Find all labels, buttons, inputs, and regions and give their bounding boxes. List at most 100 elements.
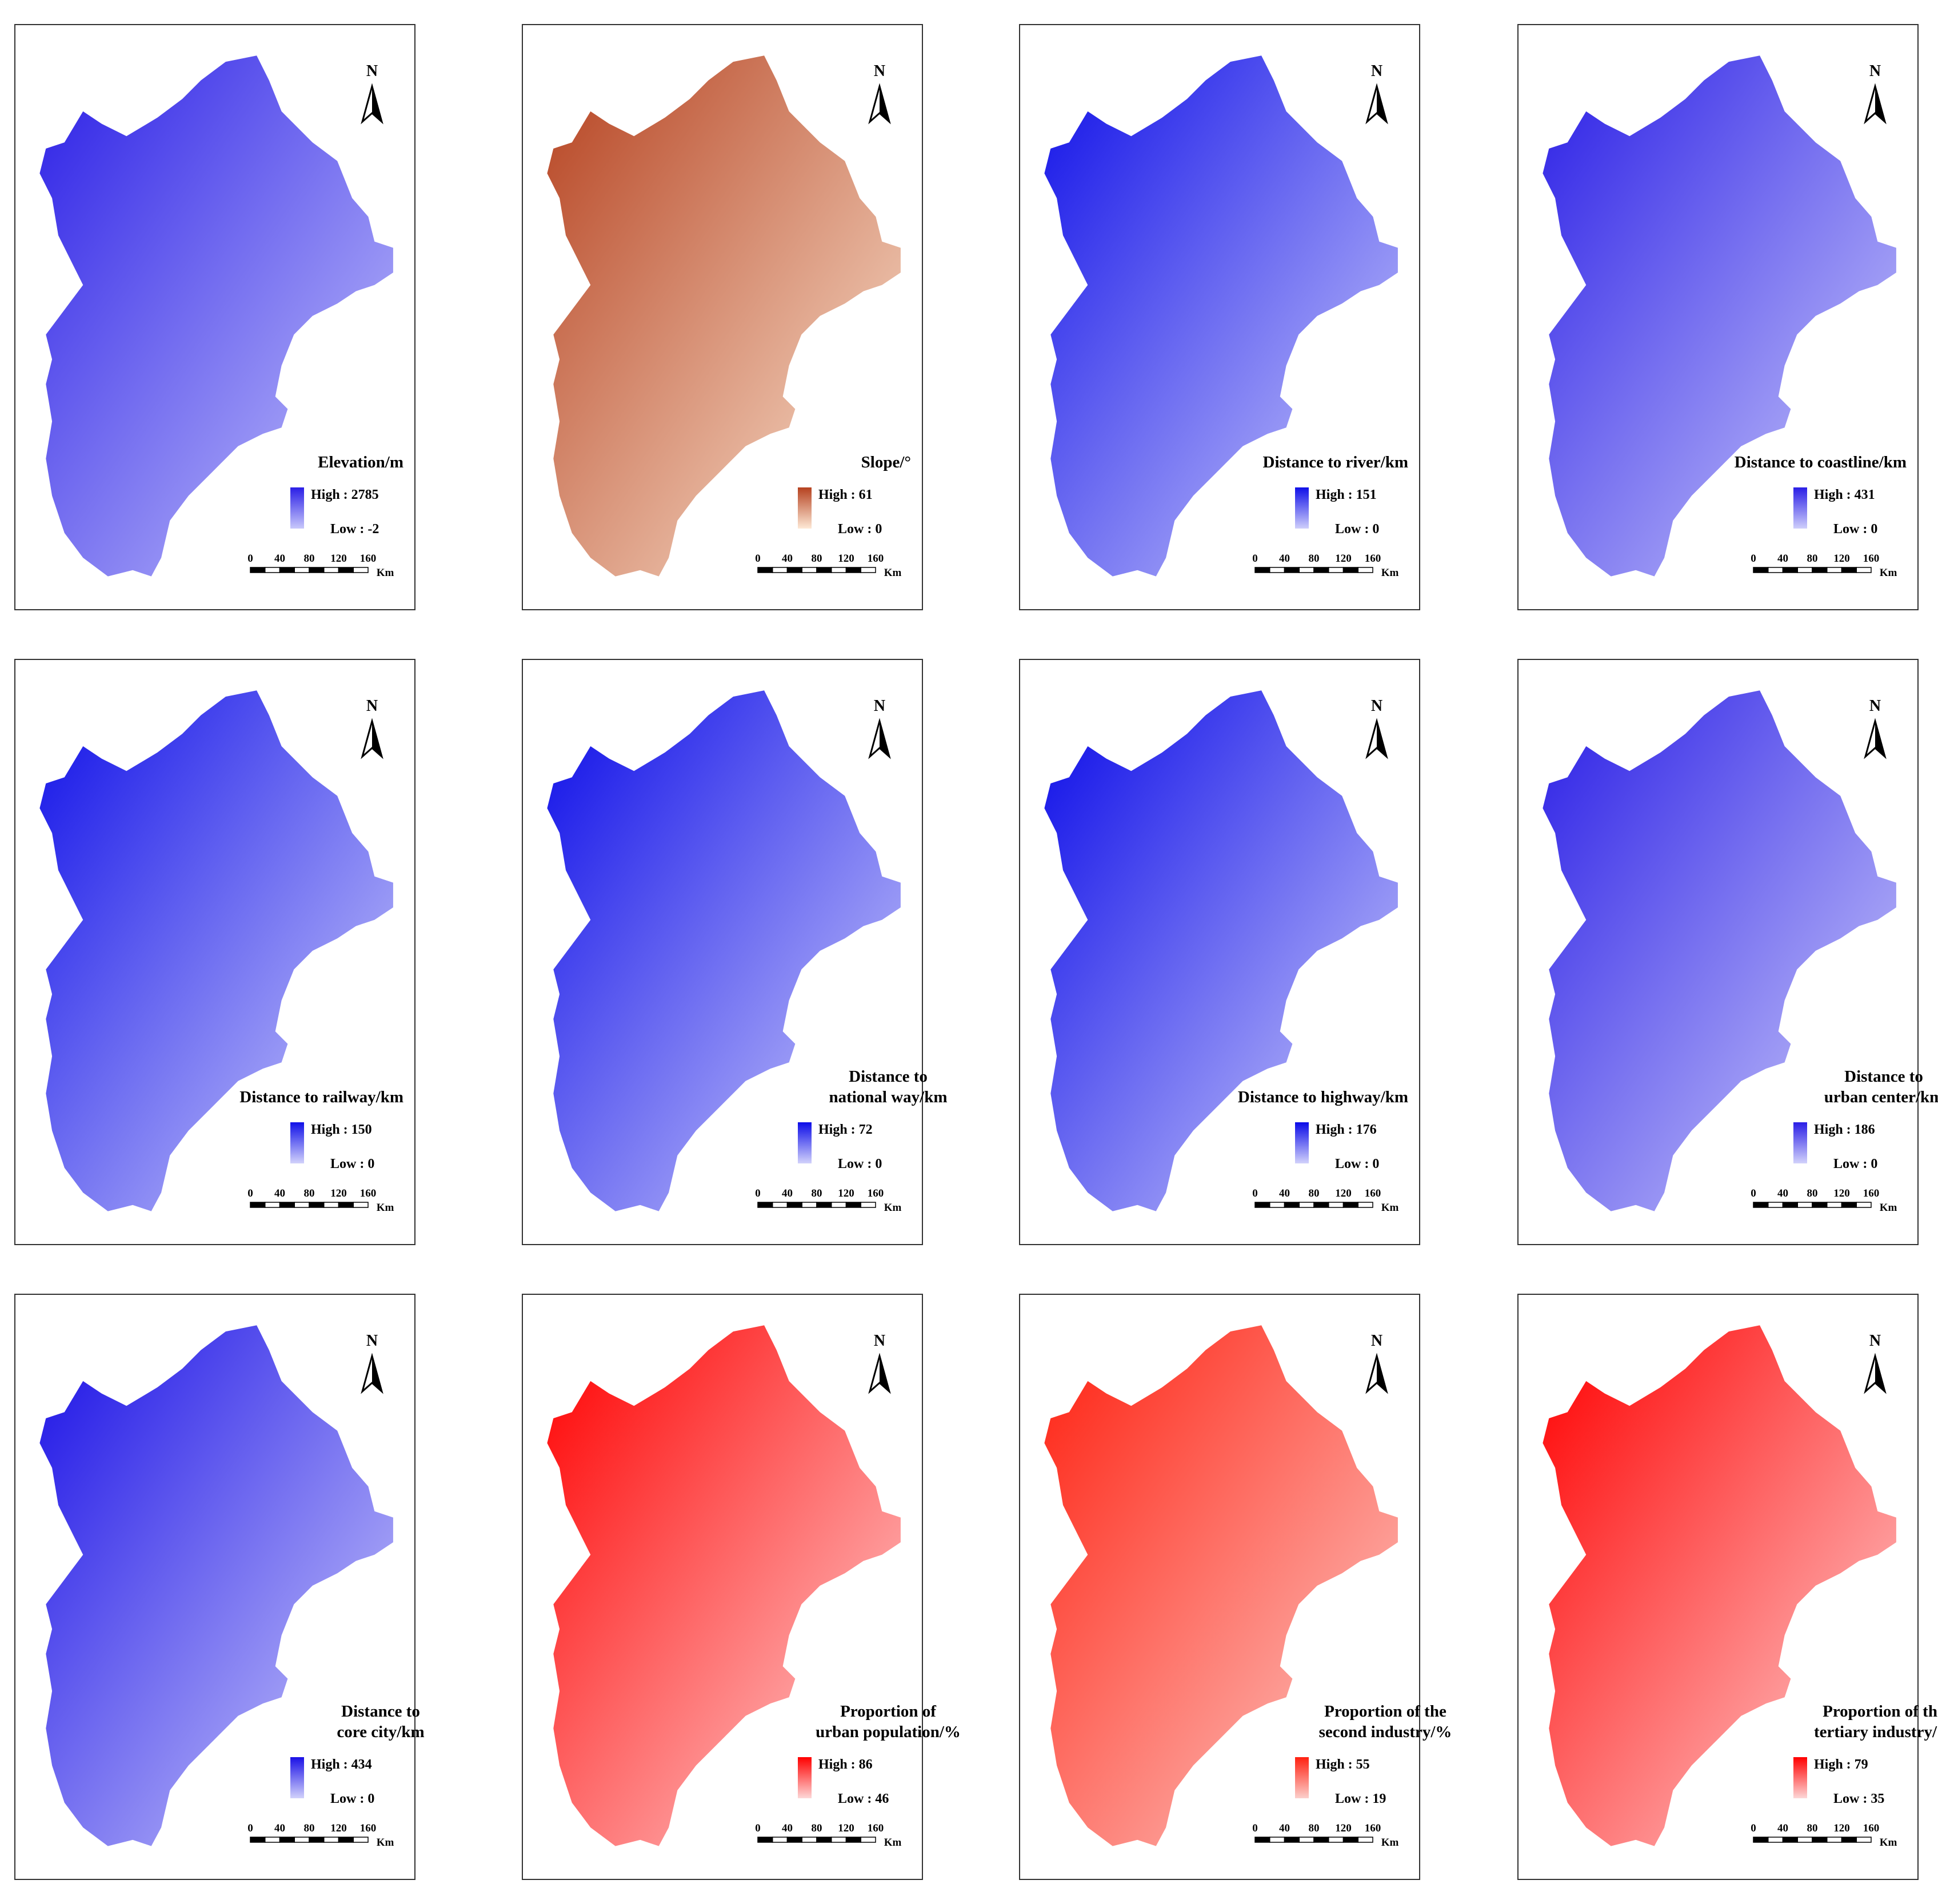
scale-segment xyxy=(353,567,369,573)
scale-segment xyxy=(816,567,832,573)
north-label: N xyxy=(1371,697,1382,715)
scale-segment xyxy=(1284,1837,1300,1843)
north-arrow-fill xyxy=(880,1356,889,1391)
scale-label: 120 xyxy=(330,1187,347,1199)
scale-segment xyxy=(1753,1202,1769,1208)
scale-label: 0 xyxy=(1751,1187,1756,1199)
north-arrow-fill xyxy=(372,721,382,757)
north-label: N xyxy=(1869,62,1881,80)
scale-segment xyxy=(1342,1837,1358,1843)
scale-segment xyxy=(294,567,310,573)
legend-low: Low : 19 xyxy=(1335,1791,1386,1806)
scale-label: 0 xyxy=(247,1187,253,1199)
map-panel: N Distance to railway/km High : 150 Low : 0… xyxy=(14,659,415,1245)
scale-label: 0 xyxy=(755,553,761,565)
color-ramp xyxy=(290,1757,304,1798)
region-map xyxy=(1044,55,1398,577)
color-ramp xyxy=(1295,1122,1309,1163)
scale-segment xyxy=(1753,567,1769,573)
scale-label: 40 xyxy=(274,1822,285,1834)
scale-segment xyxy=(338,1202,354,1208)
scale-segment xyxy=(294,1837,310,1843)
scale-segment xyxy=(279,567,295,573)
scale-label: 160 xyxy=(1365,553,1381,565)
scale-segment xyxy=(1328,1202,1344,1208)
north-label: N xyxy=(1371,62,1382,80)
scale-segment xyxy=(265,567,281,573)
scale-segment xyxy=(1313,1837,1329,1843)
map-panel: N Proportion of the tertiary industry/% Hig… xyxy=(1517,1294,1938,1880)
legend-low: Low : 35 xyxy=(1833,1791,1884,1806)
scale-label: 0 xyxy=(755,1187,761,1199)
scale-label: 0 xyxy=(247,553,253,565)
scale-segment xyxy=(786,567,802,573)
legend-low: Low : 0 xyxy=(838,522,882,537)
scale-segment xyxy=(831,567,847,573)
scale-label: 40 xyxy=(782,1822,793,1834)
scale-label: 160 xyxy=(360,1187,377,1199)
scale-label: 40 xyxy=(274,553,285,565)
scale-segment xyxy=(1254,1837,1270,1843)
scale-segment xyxy=(1357,567,1373,573)
north-label: N xyxy=(366,62,378,80)
color-ramp xyxy=(1793,1122,1807,1163)
scale-segment xyxy=(860,1837,876,1843)
scale-segment xyxy=(1768,1202,1784,1208)
scale-label: 40 xyxy=(1279,1187,1290,1199)
scale-segment xyxy=(786,1837,802,1843)
region-map xyxy=(547,1325,901,1846)
north-arrow-fill xyxy=(1377,1356,1386,1391)
scale-label: 80 xyxy=(812,1822,822,1834)
north-label: N xyxy=(1869,1332,1881,1350)
scale-label: 0 xyxy=(247,1822,253,1834)
scale-segment xyxy=(1328,567,1344,573)
legend-title: urban center/km xyxy=(1824,1088,1938,1106)
scale-segment xyxy=(1782,1202,1798,1208)
scale-segment xyxy=(1357,1202,1373,1208)
scale-segment xyxy=(816,1202,832,1208)
scale-segment xyxy=(860,1202,876,1208)
north-arrow-fill xyxy=(880,721,889,757)
region-map xyxy=(1543,690,1896,1211)
scale-segment xyxy=(831,1837,847,1843)
scale-label: 80 xyxy=(1309,1187,1320,1199)
scale-label: 120 xyxy=(330,1822,347,1834)
scale-segment xyxy=(1827,567,1843,573)
scale-label: 40 xyxy=(1777,553,1788,565)
scale-segment xyxy=(1827,1202,1843,1208)
north-arrow-fill xyxy=(1875,86,1885,122)
scale-segment xyxy=(250,1837,266,1843)
scale-label: 80 xyxy=(1807,1822,1818,1834)
scale-label: 0 xyxy=(1751,1822,1756,1834)
scale-label: 120 xyxy=(1335,553,1352,565)
scale-segment xyxy=(845,1202,861,1208)
legend-title: Distance to xyxy=(849,1067,928,1086)
scale-label: 40 xyxy=(1279,1822,1290,1834)
scale-segment xyxy=(1841,1202,1857,1208)
legend-title: Slope/° xyxy=(861,453,911,471)
legend-title: Proportion of the xyxy=(1324,1702,1446,1721)
legend-high: High : 434 xyxy=(311,1757,372,1772)
map-panel: N Distance to river/km High : 151 Low : 0 0 4… xyxy=(1019,24,1420,610)
scale-label: 120 xyxy=(1833,1822,1850,1834)
scale-label: 40 xyxy=(782,1187,793,1199)
scale-label: 160 xyxy=(868,1822,884,1834)
scale-segment xyxy=(801,567,817,573)
scale-segment xyxy=(250,567,266,573)
scale-unit: Km xyxy=(1880,1837,1897,1849)
scale-label: 0 xyxy=(1252,553,1258,565)
color-ramp xyxy=(1295,1757,1309,1798)
scale-label: 0 xyxy=(755,1822,761,1834)
color-ramp xyxy=(1295,487,1309,529)
scale-segment xyxy=(1254,1202,1270,1208)
legend-title: Elevation/m xyxy=(318,453,403,471)
scale-label: 160 xyxy=(1863,553,1880,565)
scale-segment xyxy=(801,1202,817,1208)
scale-segment xyxy=(1342,1202,1358,1208)
legend-high: High : 55 xyxy=(1316,1757,1370,1772)
scale-label: 40 xyxy=(782,553,793,565)
scale-unit: Km xyxy=(377,567,394,579)
scale-unit: Km xyxy=(377,1202,394,1214)
scale-segment xyxy=(772,1837,788,1843)
